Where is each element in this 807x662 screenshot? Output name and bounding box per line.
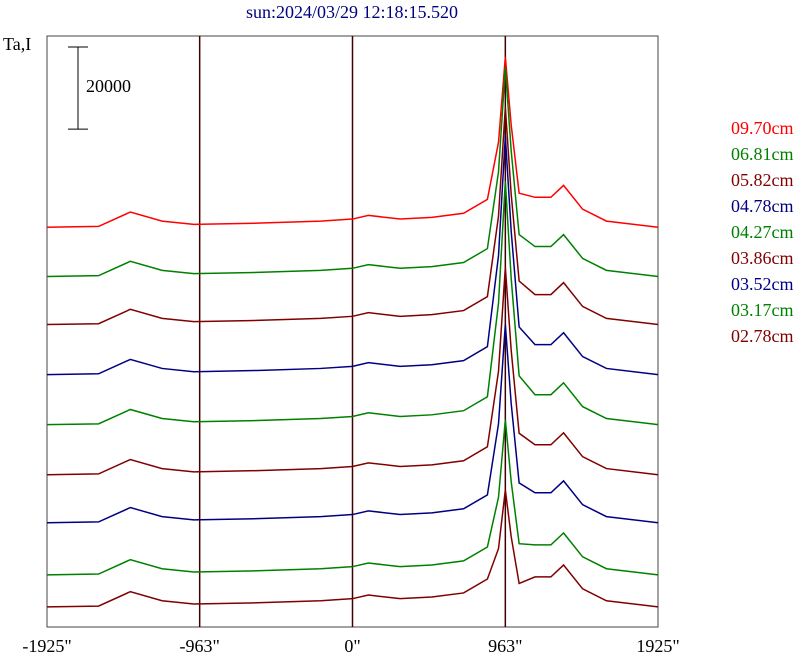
legend-label: 05.82cm [731, 170, 794, 190]
y-label: Ta,I [3, 34, 31, 54]
x-tick-label: 0" [344, 636, 360, 656]
x-tick-label: 963" [488, 636, 522, 656]
legend-label: 02.78cm [731, 326, 794, 346]
series-line [46, 489, 659, 608]
series-line [46, 267, 659, 476]
series-line [46, 419, 659, 576]
scale-bar-label: 20000 [86, 76, 131, 96]
legend-label: 03.86cm [731, 248, 794, 268]
x-tick-label: -1925" [22, 636, 71, 656]
series-line [46, 67, 659, 278]
series-line [46, 181, 659, 426]
series-line [46, 136, 659, 376]
legend-label: 09.70cm [731, 118, 794, 138]
series-line [46, 107, 659, 326]
x-tick-label: 1925" [636, 636, 679, 656]
legend-label: 06.81cm [731, 144, 794, 164]
legend-label: 03.17cm [731, 300, 794, 320]
x-tick-label: -963" [179, 636, 219, 656]
legend-label: 04.27cm [731, 222, 794, 242]
series-line [46, 324, 659, 524]
chart-title: sun:2024/03/29 12:18:15.520 [246, 2, 458, 22]
legend-label: 03.52cm [731, 274, 794, 294]
series-line [46, 56, 659, 229]
legend-label: 04.78cm [731, 196, 794, 216]
